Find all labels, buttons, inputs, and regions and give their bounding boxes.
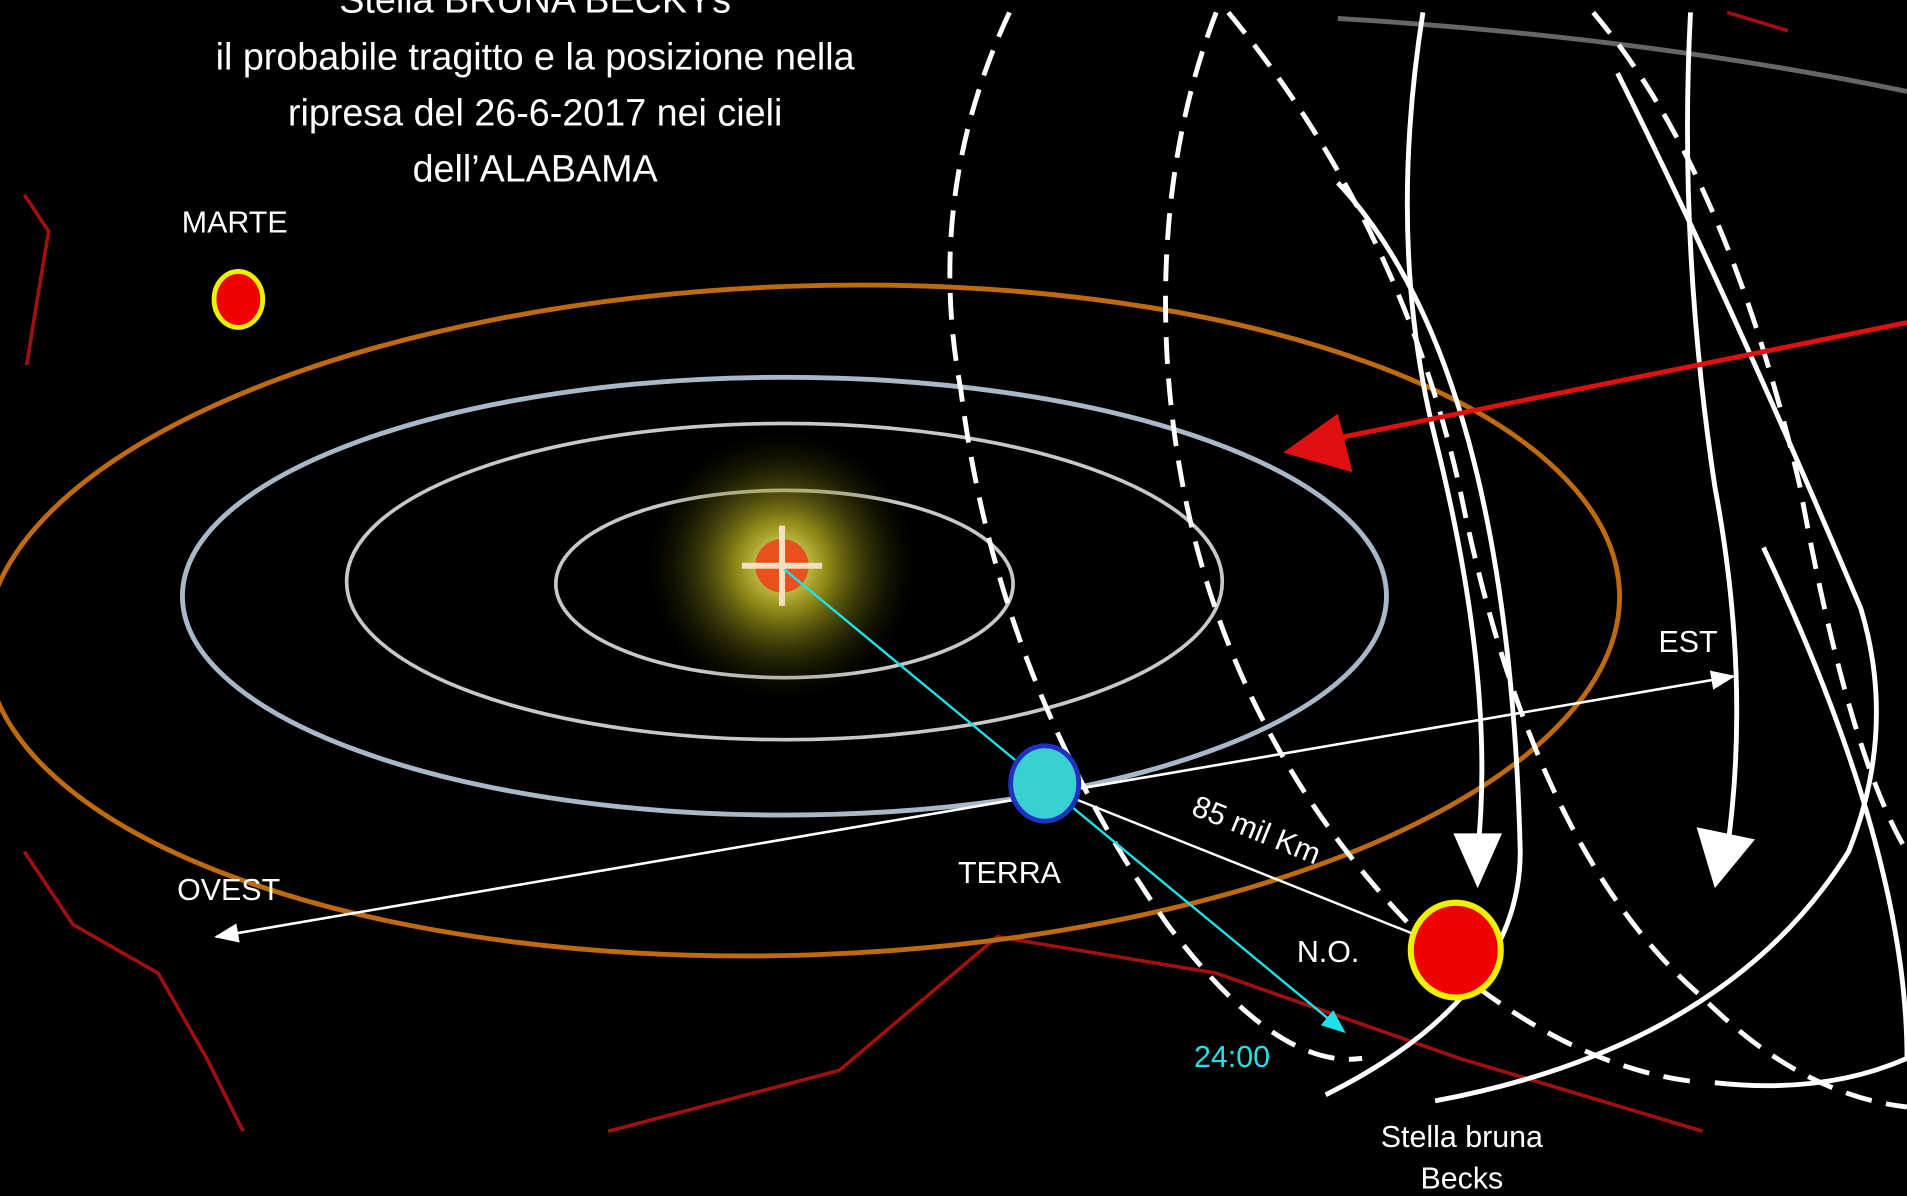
title-line: dell’ALABAMA <box>413 147 659 189</box>
star-label: Becks <box>1420 1161 1503 1195</box>
earth-label: TERRA <box>958 856 1062 890</box>
title-line: il probabile tragitto e la posizione nel… <box>216 36 855 78</box>
title-line: ripresa del 26-6-2017 nei cieli <box>288 92 782 134</box>
constellation-lines <box>22 10 1789 1134</box>
star-label: Stella bruna <box>1381 1120 1543 1154</box>
title: Stella BRUNA BECKYs il probabile tragitt… <box>216 0 855 189</box>
time-label: 24:00 <box>1194 1040 1270 1074</box>
red-arrow-head <box>1283 413 1353 473</box>
earth <box>1008 743 1082 824</box>
brown-star <box>1407 899 1504 1001</box>
mars-orbit <box>0 282 1622 959</box>
solid-paths <box>1324 12 1907 1104</box>
dashed-paths <box>947 10 1907 1110</box>
sun-cross <box>741 525 823 606</box>
title-line: Stella BRUNA BECKYs <box>339 0 731 20</box>
northwest-label: N.O. <box>1297 935 1359 969</box>
red-arrow-line <box>1337 320 1907 441</box>
venus-orbit <box>344 421 1225 742</box>
distance-arrow <box>1047 787 1454 951</box>
path-arrow <box>1453 833 1503 889</box>
earth-orbit <box>179 374 1389 818</box>
mars <box>211 269 266 330</box>
east-label: EST <box>1659 625 1718 659</box>
east-arrow <box>216 670 1736 938</box>
mars-label: MARTE <box>182 206 288 240</box>
path-arrow <box>1696 827 1755 889</box>
west-label: OVEST <box>177 873 280 907</box>
